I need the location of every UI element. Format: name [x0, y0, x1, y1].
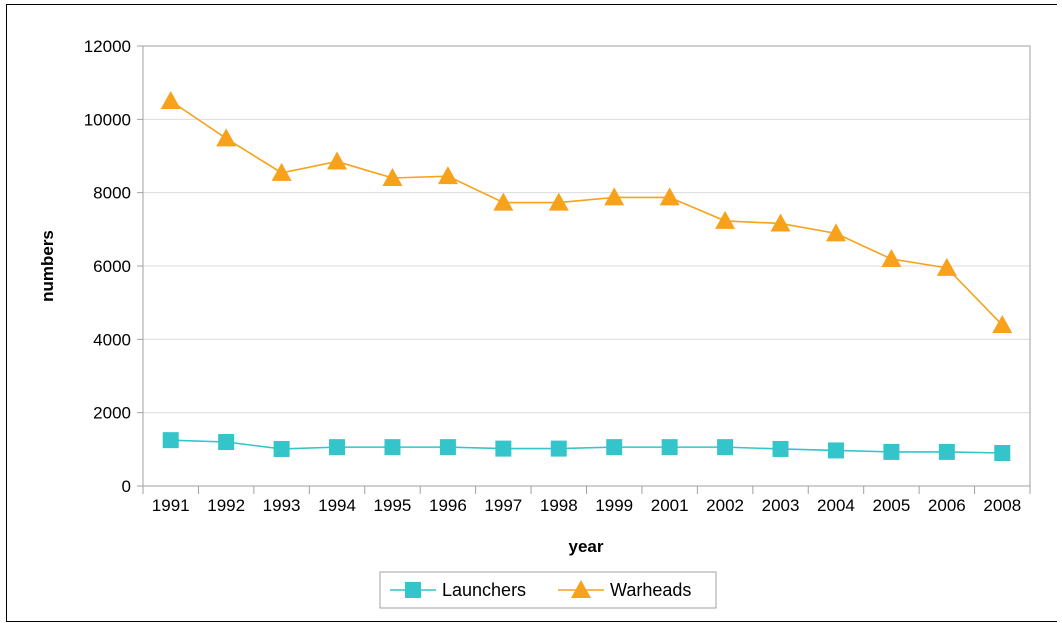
data-point [160, 91, 181, 109]
x-tick-label: 1993 [263, 496, 301, 515]
data-point [606, 439, 623, 456]
data-point [493, 192, 514, 211]
y-axis-label: numbers [38, 230, 57, 302]
data-point [548, 192, 569, 211]
data-point [495, 440, 512, 457]
y-tick-label: 12000 [84, 37, 131, 56]
data-point [717, 439, 734, 456]
x-tick-label: 1995 [374, 496, 412, 515]
data-point [881, 249, 902, 268]
series-line [170, 439, 1003, 454]
x-tick-label: 2004 [817, 496, 855, 515]
x-tick-label: 1992 [207, 496, 245, 515]
data-point [827, 442, 844, 459]
x-tick-label: 2002 [706, 496, 744, 515]
x-axis: 1991 1992 1993 1994 1995 1996 1997 1998 1999 2001… [142, 486, 1031, 515]
x-axis-label: year [569, 537, 604, 556]
y-tick-label: 4000 [93, 330, 131, 349]
x-tick-label: 2006 [928, 496, 966, 515]
x-tick-label: 1991 [152, 496, 190, 515]
data-point [938, 443, 955, 460]
data-point [216, 128, 237, 147]
x-tick-label: 1996 [429, 496, 467, 515]
data-point [437, 166, 458, 185]
legend-label: Launchers [442, 580, 526, 600]
y-tick-label: 2000 [93, 404, 131, 423]
data-point [271, 162, 292, 181]
data-point [329, 439, 346, 456]
legend-label: Warheads [610, 580, 691, 600]
series-line [170, 100, 1003, 326]
x-tick-label: 2008 [983, 496, 1021, 515]
data-point [550, 440, 567, 457]
y-tick-label: 8000 [93, 184, 131, 203]
gridlines [143, 45, 1030, 414]
data-point [384, 439, 401, 456]
x-tick-label: 1997 [484, 496, 522, 515]
x-tick-label: 1999 [595, 496, 633, 515]
x-tick-label: 2003 [762, 496, 800, 515]
x-tick-label: 1998 [540, 496, 578, 515]
series-warheads [160, 91, 1013, 334]
chart-frame [6, 4, 1057, 622]
legend: Launchers Warheads [379, 571, 717, 609]
data-point [382, 168, 403, 186]
series-layer [160, 91, 1013, 461]
data-point [659, 187, 680, 206]
y-tick-label: 0 [122, 477, 131, 496]
data-point [992, 315, 1013, 334]
legend-marker [405, 582, 421, 598]
data-point [825, 223, 846, 242]
data-point [936, 257, 957, 276]
x-tick-label: 1994 [318, 496, 356, 515]
y-tick-label: 10000 [84, 110, 131, 129]
data-point [770, 213, 791, 232]
data-point [883, 443, 900, 460]
x-tick-label: 2005 [872, 496, 910, 515]
y-axis: 0 2000 4000 6000 8000 10000 12000 [84, 37, 143, 496]
data-point [162, 432, 179, 449]
data-point [772, 440, 789, 457]
data-point [661, 439, 678, 456]
data-point [327, 151, 348, 170]
data-point [439, 439, 456, 456]
data-point [218, 434, 235, 450]
data-point [604, 187, 625, 206]
series-launchers [162, 432, 1011, 461]
x-tick-label: 2001 [651, 496, 689, 515]
data-point [273, 440, 290, 457]
data-point [715, 210, 736, 229]
legend-marker [571, 580, 591, 598]
y-tick-label: 6000 [93, 257, 131, 276]
data-point [994, 445, 1011, 461]
